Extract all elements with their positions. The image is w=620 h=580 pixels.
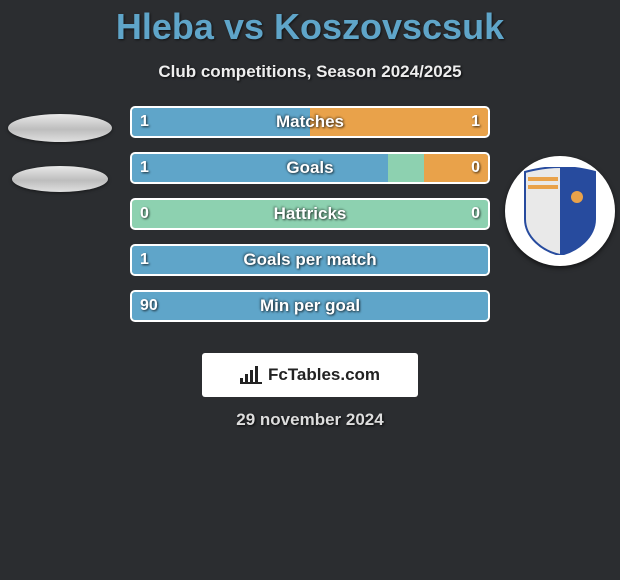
stat-row: Hattricks00 xyxy=(130,198,490,230)
stat-row: Matches11 xyxy=(130,106,490,138)
stat-row: Min per goal90 xyxy=(130,290,490,322)
stat-row: Goals10 xyxy=(130,152,490,184)
placeholder-ellipse-icon xyxy=(8,114,112,142)
brand-badge[interactable]: FcTables.com xyxy=(202,353,418,397)
stat-bar-left xyxy=(132,246,488,274)
brand-text: FcTables.com xyxy=(268,365,380,385)
placeholder-ellipse-icon xyxy=(12,166,108,192)
stat-row: Goals per match1 xyxy=(130,244,490,276)
page-title: Hleba vs Koszovscsuk xyxy=(0,0,620,48)
stat-bar-left xyxy=(132,292,488,320)
stats-table: Matches11 Goals10 Hattricks00 Goals per mat… xyxy=(130,106,490,322)
stat-bar-left xyxy=(132,108,310,136)
stat-bar-track xyxy=(130,244,490,276)
bar-chart-icon xyxy=(240,366,262,384)
shield-icon xyxy=(523,167,597,255)
subtitle: Club competitions, Season 2024/2025 xyxy=(0,62,620,82)
stat-bar-track xyxy=(130,290,490,322)
club-crest-icon xyxy=(505,156,615,266)
date-label: 29 november 2024 xyxy=(0,410,620,430)
stat-bar-track xyxy=(130,106,490,138)
stat-bar-right xyxy=(424,154,488,182)
stat-bar-left xyxy=(132,154,388,182)
stat-bar-right xyxy=(310,108,488,136)
stat-bar-track xyxy=(130,198,490,230)
stat-bar-track xyxy=(130,152,490,184)
